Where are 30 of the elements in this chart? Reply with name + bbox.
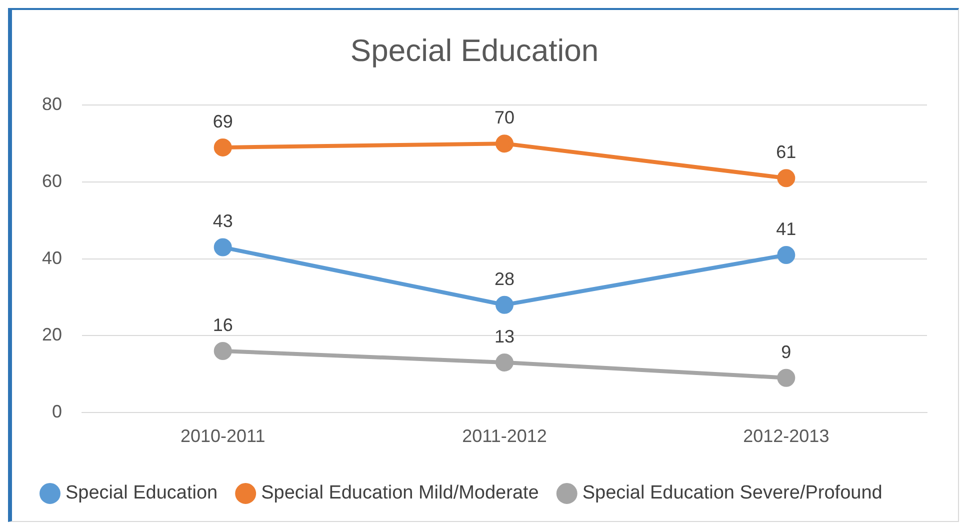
point [777,246,796,264]
point [214,238,232,256]
point [496,134,514,153]
point [777,368,796,387]
data-label: 43 [212,211,233,232]
point [496,296,514,314]
data-label: 13 [494,326,515,346]
x-tick-label: 2010-2011 [180,426,266,446]
data-label: 69 [212,111,233,132]
data-label: 9 [781,342,792,362]
legend-label: Special Education [66,482,218,504]
data-label: 28 [494,268,515,289]
y-tick-label: 60 [42,170,62,191]
chart-title: Special Education [350,33,599,68]
y-tick-label: 0 [52,401,62,422]
y-tick-label: 20 [42,324,62,345]
legend-label: Special Education Mild/Moderate [261,482,539,504]
legend-label: Special Education Severe/Profound [582,482,882,504]
point [496,353,514,372]
point [214,342,232,360]
x-tick-label: 2012-2013 [743,426,830,446]
data-label: 61 [776,142,796,162]
data-label: 70 [494,108,515,128]
y-tick-label: 80 [42,94,62,114]
data-label: 16 [212,314,233,335]
point [214,138,232,156]
point [777,169,796,188]
x-tick-label: 2011-2012 [462,426,547,446]
data-label: 41 [776,218,796,239]
y-tick-label: 40 [42,248,62,268]
